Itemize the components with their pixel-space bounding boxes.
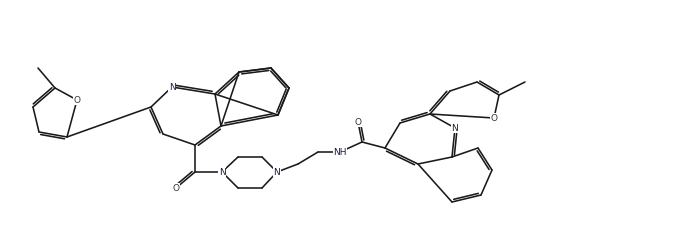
Text: N: N	[218, 168, 225, 176]
Text: O: O	[173, 184, 179, 193]
Text: N: N	[274, 168, 280, 176]
Text: N: N	[452, 123, 458, 133]
Text: O: O	[73, 96, 80, 105]
Text: O: O	[491, 113, 497, 122]
Text: NH: NH	[333, 147, 346, 157]
Text: O: O	[355, 118, 361, 126]
Text: N: N	[168, 83, 175, 91]
